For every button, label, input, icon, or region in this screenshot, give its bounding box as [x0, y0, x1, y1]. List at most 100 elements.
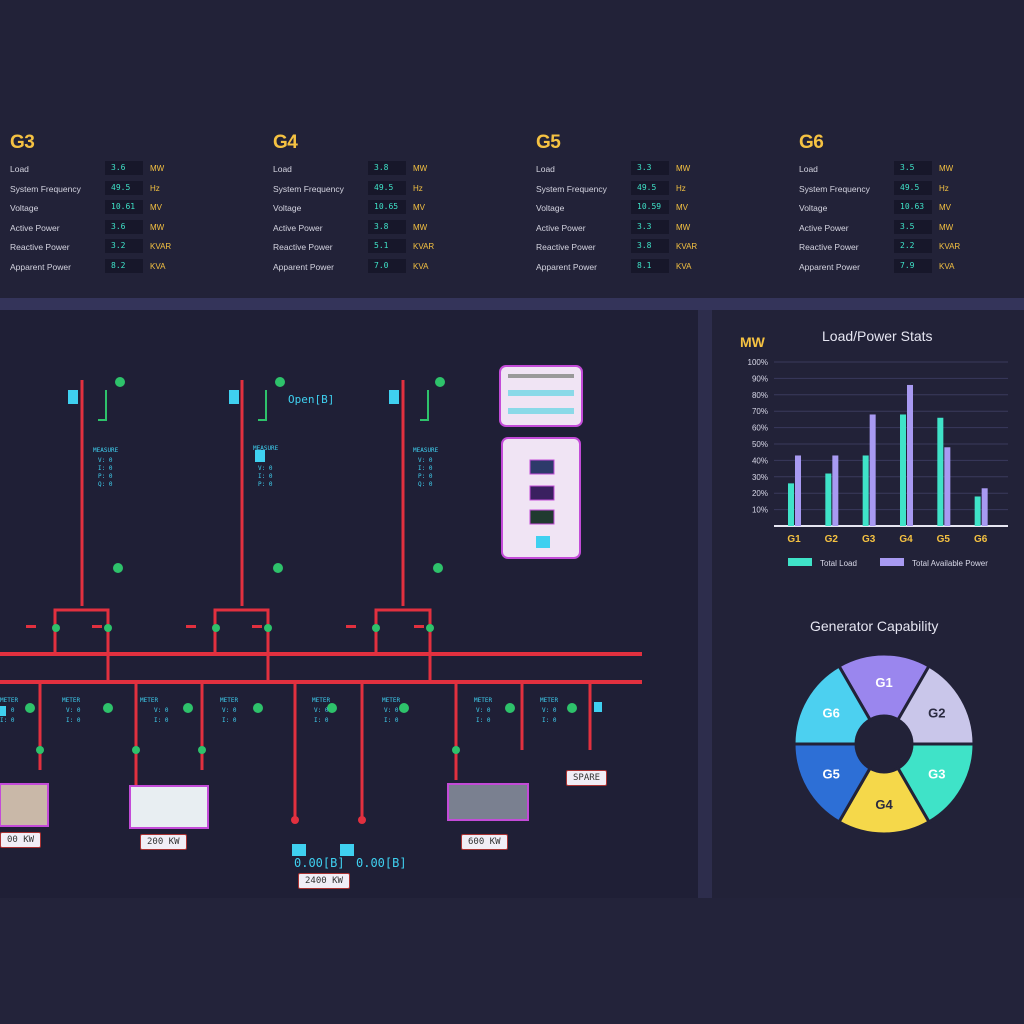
bar-total-load [788, 483, 794, 526]
donut-label: G6 [823, 706, 840, 721]
donut-slice-g5 [792, 742, 873, 824]
y-tick-label: 20% [752, 489, 768, 498]
bar-total-available-power [795, 455, 801, 526]
feeder-readout-1: 0.00[B] [294, 856, 345, 870]
stat-label: Load [273, 164, 292, 174]
x-tick-label: G1 [787, 534, 801, 545]
svg-text:P: 0: P: 0 [258, 481, 273, 488]
stat-value: 3.5 [894, 161, 932, 175]
stat-label: System Frequency [273, 183, 344, 194]
stat-label: Load [10, 164, 29, 174]
load-tag-spare: SPARE [566, 770, 608, 786]
svg-text:V: 0: V: 0 [418, 457, 433, 464]
x-tick-label: G6 [974, 534, 988, 545]
stat-unit: MV [676, 203, 688, 213]
stat-label: Reactive Power [273, 242, 333, 253]
stat-row: Load 3.8 MW [273, 160, 523, 180]
stat-label: System Frequency [799, 183, 870, 194]
bar-total-load [900, 414, 906, 526]
stat-unit: MW [413, 164, 428, 173]
stat-label: Apparent Power [799, 261, 860, 272]
stat-row: System Frequency 49.5 Hz [10, 180, 260, 200]
donut-label: G5 [823, 767, 840, 782]
stat-label: Voltage [273, 203, 302, 214]
stat-label: Active Power [10, 222, 60, 233]
y-tick-label: 50% [752, 440, 768, 449]
svg-text:V: 0: V: 0 [154, 707, 169, 714]
main-busbars [0, 652, 642, 684]
y-tick-label: 10% [752, 506, 768, 515]
svg-text:V: 0: V: 0 [476, 707, 491, 714]
stat-value: 3.6 [105, 161, 143, 175]
stat-unit: MW [939, 164, 954, 173]
stat-label: Voltage [536, 203, 565, 214]
svg-text:MEASURE: MEASURE [253, 445, 279, 452]
svg-text:I: 0: I: 0 [0, 717, 15, 724]
load-image-right [447, 783, 529, 821]
stat-value: 10.65 [368, 200, 406, 215]
single-line-diagram[interactable]: MEASURE V: 0 I: 0 P: 0 Q: 0 MEASURE V: 0 I: 0… [0, 310, 698, 898]
stat-value: 3.6 [105, 219, 143, 234]
svg-text:V: 0: V: 0 [258, 465, 273, 472]
stat-unit: KVA [676, 261, 692, 271]
svg-text:MEASURE: MEASURE [93, 447, 119, 454]
stat-unit: KVA [150, 261, 166, 271]
donut-slice-g2 [895, 664, 976, 746]
stat-unit: MW [150, 164, 165, 173]
stat-row: Load 3.6 MW [10, 160, 260, 180]
svg-text:METER: METER [220, 697, 238, 704]
load-image-center [129, 785, 209, 829]
bar-total-available-power [907, 384, 913, 526]
svg-text:V: 0: V: 0 [384, 707, 399, 714]
generator-panel-g4: G4 Load 3.8 MW System Frequency 49.5 Hz Voltage… [273, 132, 523, 278]
stat-unit: Hz [413, 183, 423, 193]
stat-unit: Hz [676, 183, 686, 193]
load-tag-bottom-center: 2400 KW [298, 873, 350, 889]
stat-value: 7.9 [894, 258, 932, 273]
stat-label: Active Power [273, 222, 323, 233]
svg-text:I: 0: I: 0 [476, 717, 491, 724]
generator-title: G6 [799, 132, 824, 153]
stat-value: 8.2 [105, 258, 143, 273]
donut-slice-g3 [895, 742, 976, 824]
y-tick-label: 40% [752, 456, 768, 465]
stat-row: Apparent Power 7.0 KVA [273, 258, 523, 278]
stat-row: Voltage 10.63 MV [799, 199, 1024, 219]
stat-row: Voltage 10.65 MV [273, 199, 523, 219]
stat-value: 5.1 [368, 239, 406, 254]
footer-band [0, 898, 1024, 1024]
stat-value: 10.61 [105, 200, 143, 215]
panel-separator [698, 310, 712, 900]
stat-unit: KVA [939, 261, 955, 271]
svg-text:I: 0: I: 0 [384, 717, 399, 724]
stat-row: Apparent Power 8.2 KVA [10, 258, 260, 278]
generator-title: G4 [273, 132, 298, 153]
svg-text:I: 0: I: 0 [418, 465, 433, 472]
x-tick-label: G3 [862, 534, 876, 545]
stat-row: Voltage 10.61 MV [10, 199, 260, 219]
stat-unit: MW [413, 222, 428, 232]
stat-label: Apparent Power [536, 261, 597, 272]
stat-value: 3.8 [368, 161, 406, 175]
svg-text:V: 0: V: 0 [314, 707, 329, 714]
stat-row: Reactive Power 3.8 KVAR [536, 238, 786, 258]
stat-unit: KVAR [413, 242, 435, 252]
svg-text:P: 0: P: 0 [418, 473, 433, 480]
stat-label: Reactive Power [536, 242, 596, 253]
donut-label: G1 [875, 675, 892, 690]
stat-label: Active Power [536, 222, 586, 233]
stat-value: 3.8 [631, 239, 669, 254]
generator-panel-g3: G3 Load 3.6 MW System Frequency 49.5 Hz Voltage… [10, 132, 260, 278]
svg-text:I: 0: I: 0 [98, 465, 113, 472]
svg-text:METER: METER [474, 697, 492, 704]
load-tag-center-left: 200 KW [140, 834, 187, 850]
stat-label: Reactive Power [799, 242, 859, 253]
stat-unit: MV [939, 203, 951, 213]
stat-unit: MW [676, 222, 691, 232]
charts-panel: MW Load/Power Stats 10% 20% 30% 40% 50% 60% 70… [712, 310, 1024, 898]
stat-value: 10.59 [631, 200, 669, 215]
bar-total-load [974, 496, 981, 526]
y-tick-label: 30% [752, 473, 768, 482]
legend-label: Total Available Power [912, 559, 988, 568]
stat-unit: MV [150, 203, 162, 213]
